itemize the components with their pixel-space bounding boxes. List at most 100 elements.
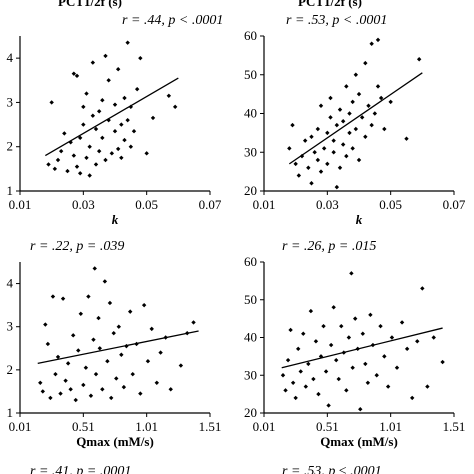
- data-point: [389, 335, 395, 340]
- panel-qmax-right: r = .26, p = .015 0.01 0.51 1.01 1.51 20 30 40…: [244, 239, 465, 449]
- data-point: [130, 371, 135, 377]
- data-point: [368, 312, 373, 318]
- data-point: [116, 324, 121, 329]
- data-point: [62, 131, 67, 136]
- data-point: [119, 352, 124, 357]
- data-point: [325, 161, 330, 167]
- bottom-right-stat: r = .53, p ≤ .0001: [282, 464, 382, 474]
- data-point: [73, 397, 78, 403]
- data-point: [347, 130, 352, 136]
- data-point: [65, 361, 71, 366]
- data-point: [375, 37, 381, 43]
- data-point: [150, 115, 156, 121]
- data-point: [323, 369, 329, 374]
- data-point: [356, 157, 362, 163]
- data-point: [154, 380, 159, 385]
- data-point: [55, 354, 61, 360]
- data-point: [337, 107, 343, 112]
- data-point: [312, 150, 317, 155]
- data-point: [415, 339, 420, 344]
- data-point: [399, 320, 405, 325]
- data-point: [334, 122, 340, 128]
- data-point: [363, 60, 368, 66]
- data-point: [353, 126, 359, 132]
- data-point: [285, 357, 291, 363]
- data-point: [296, 173, 302, 178]
- data-point: [328, 95, 333, 101]
- data-point: [77, 171, 83, 176]
- data-point: [293, 395, 298, 401]
- stat-label: r = .44, p < .0001: [122, 13, 223, 28]
- data-point: [283, 388, 288, 393]
- data-point: [45, 341, 51, 347]
- data-point: [119, 122, 124, 127]
- trend-line: [37, 330, 199, 365]
- y-tick-label: 60: [244, 254, 257, 269]
- data-point: [91, 337, 96, 342]
- data-point: [309, 181, 314, 186]
- data-point: [84, 91, 89, 96]
- data-point: [112, 102, 118, 107]
- y-tick-label: 50: [244, 292, 257, 307]
- y-tick-label: 3: [7, 94, 14, 109]
- data-point: [81, 122, 86, 127]
- y-tick-label: 30: [244, 144, 257, 159]
- x-tick-label: 0.07: [199, 197, 222, 212]
- data-point: [359, 115, 365, 120]
- data-point: [290, 380, 296, 385]
- data-point: [141, 302, 147, 308]
- data-point: [303, 384, 308, 389]
- data-point: [308, 308, 314, 314]
- x-tick-label: 0.01: [253, 419, 276, 434]
- data-point: [315, 126, 321, 132]
- data-point: [331, 305, 336, 310]
- data-point: [125, 117, 130, 123]
- data-point: [340, 142, 346, 147]
- data-point: [350, 99, 355, 105]
- data-point: [344, 388, 349, 393]
- data-point: [158, 350, 163, 355]
- data-point: [363, 134, 368, 139]
- data-point: [331, 138, 336, 143]
- data-point: [378, 323, 383, 329]
- data-point: [293, 161, 298, 167]
- data-point: [97, 346, 102, 351]
- data-point: [74, 164, 80, 169]
- data-point: [420, 286, 425, 291]
- data-point: [149, 326, 154, 332]
- data-point: [50, 294, 56, 299]
- data-point: [353, 72, 359, 77]
- x-axis-label: k: [356, 212, 363, 227]
- stat-label: r = .26, p = .015: [282, 239, 376, 254]
- data-point: [90, 60, 96, 65]
- data-point: [115, 146, 121, 152]
- data-point: [316, 391, 321, 397]
- data-point: [309, 134, 314, 139]
- data-point: [114, 376, 119, 381]
- data-point: [106, 117, 111, 123]
- data-point: [103, 53, 108, 59]
- data-point: [378, 95, 384, 101]
- x-axis-label: Qmax (mM/s): [76, 434, 154, 449]
- x-tick-label: 1.51: [199, 419, 222, 434]
- trend-line: [45, 77, 179, 157]
- data-point: [102, 279, 108, 284]
- data-point: [372, 111, 378, 116]
- data-point: [416, 57, 422, 62]
- data-point: [334, 184, 340, 190]
- data-point: [336, 376, 341, 382]
- data-point: [87, 144, 92, 149]
- data-point: [87, 173, 92, 178]
- data-point: [96, 109, 102, 114]
- data-point: [48, 395, 53, 401]
- data-point: [299, 153, 305, 159]
- data-point: [49, 100, 54, 105]
- data-point: [78, 311, 83, 316]
- data-point: [369, 122, 374, 128]
- y-tick-label: 1: [7, 183, 14, 198]
- data-point: [363, 361, 368, 367]
- data-point: [425, 384, 430, 389]
- data-point: [88, 393, 94, 398]
- data-point: [365, 380, 371, 385]
